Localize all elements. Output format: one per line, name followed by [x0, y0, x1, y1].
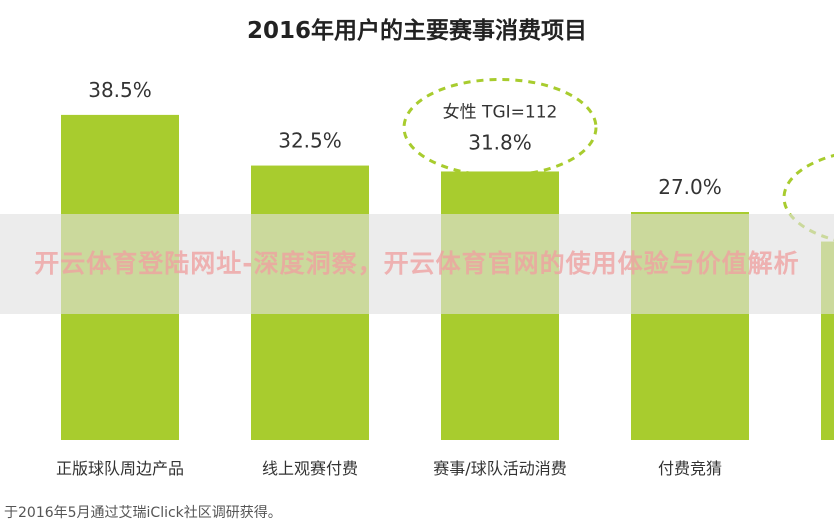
- category-label-4: 付费竞猜: [658, 459, 722, 478]
- watermark-banner: 开云体育登陆网址-深度洞察，开云体育官网的使用体验与价值解析: [0, 214, 834, 314]
- value-label-2: 32.5%: [278, 129, 342, 153]
- annotation-text-1: 女性 TGI=112: [443, 102, 558, 122]
- category-label-1: 正版球队周边产品: [56, 459, 184, 478]
- value-labels-group: 38.5% 32.5% 27.0%: [88, 78, 722, 199]
- category-label-2: 线上观赛付费: [262, 459, 358, 478]
- value-label-3: 31.8%: [468, 130, 532, 154]
- chart-title: 2016年用户的主要赛事消费项目: [247, 17, 587, 44]
- source-note: 于2016年5月通过艾瑞iClick社区调研获得。: [4, 504, 282, 521]
- watermark-text: 开云体育登陆网址-深度洞察，开云体育官网的使用体验与价值解析: [34, 249, 800, 278]
- annotation-ellipse-1: [402, 77, 598, 177]
- category-label-3: 赛事/球队活动消费: [433, 459, 566, 478]
- value-label-4: 27.0%: [658, 175, 722, 199]
- value-label-1: 38.5%: [88, 78, 152, 102]
